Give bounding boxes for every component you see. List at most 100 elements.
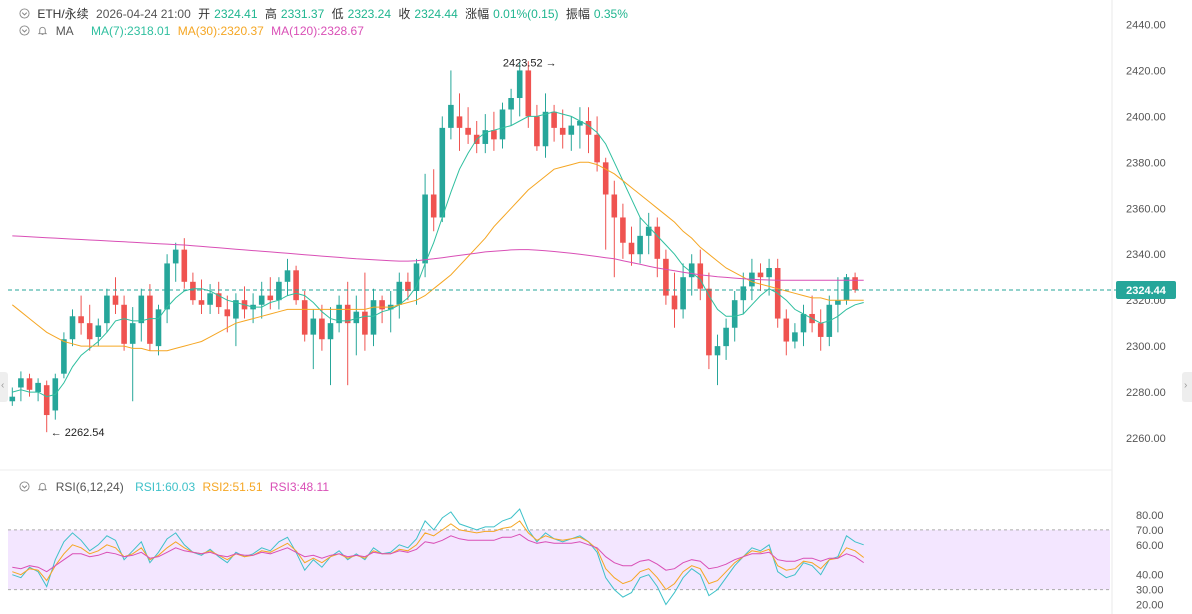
candle-up <box>172 249 179 264</box>
candle-down <box>594 134 600 163</box>
candle-down <box>559 127 566 135</box>
candle-down <box>671 295 678 310</box>
price-axis-tick: 2280.00 <box>1126 387 1166 399</box>
candle-up <box>129 323 136 344</box>
candle-down <box>534 116 540 147</box>
candle-up <box>740 286 747 301</box>
candle-up <box>138 295 145 324</box>
low-label: 低 <box>331 7 344 21</box>
bell-icon[interactable] <box>37 481 48 495</box>
candle-down <box>852 277 858 290</box>
high-value: 2331.37 <box>280 7 325 21</box>
candle-up <box>413 263 420 291</box>
candle-down <box>491 130 497 140</box>
candle-up <box>310 318 317 335</box>
candle-down <box>620 217 626 243</box>
max-price-annotation: 2423.52 → <box>503 57 557 69</box>
candle-up <box>284 270 291 282</box>
candle-up <box>577 120 583 126</box>
close-label: 收 <box>398 7 411 21</box>
candle-down <box>757 272 764 278</box>
candle-down <box>293 270 299 301</box>
candle-down <box>783 318 790 342</box>
candles-group <box>9 61 858 433</box>
candle-down <box>525 70 532 117</box>
rsi-overbought-oversold-band <box>8 529 1110 590</box>
candle-up <box>69 316 76 340</box>
change-value: 0.01%(0.15) <box>493 7 559 21</box>
candle-up <box>542 111 549 147</box>
bell-icon[interactable] <box>37 25 48 39</box>
scroll-right-handle[interactable]: › <box>1182 372 1192 402</box>
candle-up <box>714 346 721 356</box>
amplitude-value: 0.35% <box>593 7 628 21</box>
candle-down <box>663 258 669 296</box>
candle-up <box>792 332 798 342</box>
price-axis-tick: 2360.00 <box>1126 203 1166 215</box>
candle-up <box>336 304 342 324</box>
min-price-annotation: ← 2262.54 <box>51 427 105 439</box>
ma30-line <box>11 161 864 352</box>
candle-up <box>9 396 16 402</box>
candle-up <box>155 309 162 347</box>
candle-up <box>516 70 523 99</box>
candle-up <box>258 295 265 305</box>
rsi-axis-tick: 20.00 <box>1136 600 1164 612</box>
candle-up <box>276 281 282 301</box>
price-axis-tick: 2260.00 <box>1126 433 1166 445</box>
candle-down <box>112 295 119 305</box>
candle-up <box>396 281 403 305</box>
candle-down <box>405 281 411 291</box>
high-label: 高 <box>264 7 277 21</box>
candle-up <box>766 268 772 278</box>
candle-down <box>190 281 196 301</box>
candle-up <box>680 277 686 310</box>
candle-down <box>362 311 368 335</box>
chevron-left-icon: ‹ <box>1 380 5 391</box>
candle-down <box>430 194 437 218</box>
candle-up <box>800 313 807 333</box>
ma30-value: MA(30):2320.37 <box>177 24 264 38</box>
rsi-legend: RSI(6,12,24) RSI1:60.03 RSI2:51.51 RSI3:… <box>19 480 333 495</box>
rsi3-line <box>12 533 864 573</box>
candle-down <box>224 309 231 317</box>
rsi2-value: RSI2:51.51 <box>202 480 263 494</box>
price-axis-tick: 2400.00 <box>1126 111 1166 123</box>
candle-up <box>422 194 428 264</box>
ma-legend: MA MA(7):2318.01 MA(30):2320.37 MA(120):… <box>19 24 368 39</box>
candle-up <box>688 263 695 278</box>
collapse-chevron-icon[interactable] <box>19 8 30 22</box>
scroll-left-handle[interactable]: ‹ <box>0 372 8 402</box>
price-axis-tick: 2340.00 <box>1126 249 1166 261</box>
open-value: 2324.41 <box>214 7 258 21</box>
rsi-axis-tick: 60.00 <box>1136 540 1164 552</box>
candle-up <box>164 263 170 310</box>
chevron-right-icon: › <box>1184 380 1188 391</box>
candle-up <box>18 378 24 388</box>
rsi1-value: RSI1:60.03 <box>135 480 196 494</box>
candle-down <box>215 293 222 308</box>
collapse-chevron-icon[interactable] <box>19 481 30 495</box>
candle-up <box>568 125 575 135</box>
symbol-label: ETH/永续 <box>37 7 89 21</box>
candle-up <box>104 295 110 324</box>
ma120-value: MA(120):2328.67 <box>271 24 364 38</box>
candle-up <box>731 300 738 328</box>
change-label: 涨幅 <box>465 7 490 21</box>
ma120-line <box>12 235 864 281</box>
candle-up <box>353 311 360 324</box>
candle-down <box>611 194 618 218</box>
close-value: 2324.44 <box>414 7 458 21</box>
price-axis-tick: 2300.00 <box>1126 341 1166 353</box>
candle-up <box>448 104 454 128</box>
candle-up <box>35 382 41 393</box>
candle-down <box>465 127 471 135</box>
candle-down <box>301 300 308 335</box>
amplitude-label: 振幅 <box>565 7 590 21</box>
candle-up <box>645 226 652 236</box>
candle-up <box>327 323 334 340</box>
collapse-chevron-icon[interactable] <box>19 25 30 39</box>
candle-down <box>697 263 704 289</box>
candle-down <box>379 300 385 310</box>
